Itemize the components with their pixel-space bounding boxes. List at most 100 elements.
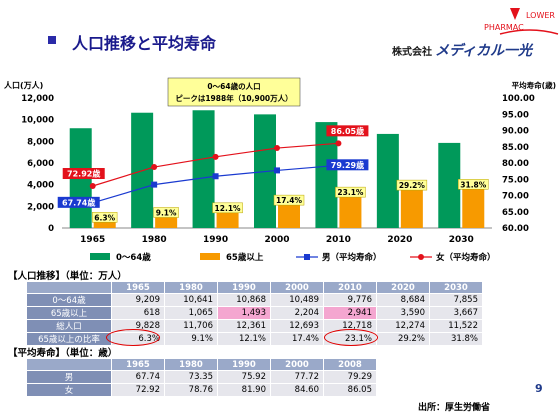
x-tick-label: 1965 bbox=[80, 235, 105, 245]
table-cell: 2,941 bbox=[323, 306, 377, 320]
table-cell: 8,684 bbox=[376, 293, 430, 307]
table-cell: 67.74 bbox=[111, 370, 165, 384]
y-tick-left: 2,000 bbox=[27, 202, 54, 212]
table-row: 0～64歳 9,209 10,641 10,868 10,489 9,776 8,684 7,… bbox=[26, 293, 483, 307]
table-cell: 9.1% bbox=[164, 332, 218, 346]
table-cell: 31.8% bbox=[429, 332, 483, 346]
page-title: 人口推移と平均寿命 bbox=[72, 34, 217, 53]
table-cell: 3,667 bbox=[429, 306, 483, 320]
table-header-cell: 2000 bbox=[270, 281, 324, 294]
table-row: 65歳以上 618 1,065 1,493 2,204 2,941 3,590 3,667 bbox=[26, 306, 483, 320]
table-row: 女 72.92 78.76 81.90 84.60 86.05 bbox=[26, 383, 377, 397]
pharmaflower-logo: PHARMAC LOWER bbox=[484, 8, 559, 35]
table-cell: 10,489 bbox=[270, 293, 324, 307]
page-number: 9 bbox=[535, 382, 543, 395]
table-header-cell: 1965 bbox=[111, 281, 165, 294]
table-header-cell: 1980 bbox=[164, 281, 218, 294]
bar-65-plus bbox=[462, 188, 485, 228]
bar-label-box bbox=[92, 212, 118, 223]
bar-data-label: 31.8% bbox=[460, 180, 487, 189]
x-tick-label: 1990 bbox=[203, 235, 228, 245]
callout-female-1965-box bbox=[62, 168, 105, 180]
bar-data-label: 17.4% bbox=[276, 196, 303, 205]
company-brand: 株式会社 メディカル一光 bbox=[392, 40, 532, 60]
bar-label-box bbox=[335, 186, 366, 198]
population-table-label: 【人口推移】（単位：万人） bbox=[8, 271, 127, 282]
table-cell: 29.2% bbox=[376, 332, 430, 346]
male-lifespan-point bbox=[212, 173, 219, 180]
bar-label-box bbox=[458, 179, 489, 190]
table-row: 男 67.74 73.35 75.92 77.72 79.29 bbox=[26, 370, 377, 384]
y-tick-right: 95.00 bbox=[502, 110, 529, 120]
x-tick-label: 2010 bbox=[326, 235, 351, 245]
female-lifespan-point bbox=[151, 164, 158, 171]
callout-male-2010-box bbox=[326, 159, 369, 171]
table-header-cell: 2010 bbox=[323, 281, 377, 294]
table-cell: 79.29 bbox=[323, 370, 377, 384]
bar-65-plus bbox=[216, 211, 239, 228]
life-table-label: 【平均寿命】（単位：歳） bbox=[8, 348, 118, 359]
table-cell: 12,693 bbox=[270, 319, 324, 333]
bar-data-label: 12.1% bbox=[215, 204, 242, 213]
y-tick-right: 75.00 bbox=[502, 175, 529, 185]
male-lifespan-point bbox=[151, 181, 158, 188]
table-cell: 1,493 bbox=[217, 306, 271, 320]
title-bullet-icon bbox=[48, 36, 56, 44]
table-corner bbox=[26, 358, 112, 371]
legend-swatch bbox=[200, 253, 220, 260]
table-cell: 7,855 bbox=[429, 293, 483, 307]
population-table: 1965 1980 1990 2000 2010 2020 2030 0～64歳 9,209 10… bbox=[26, 281, 483, 346]
population-lifespan-chart: 人口(万人) 平均寿命(歳) 0 2,000 4,000 6,000 8,000 10,000… bbox=[4, 77, 556, 263]
table-row-header: 65歳以上 bbox=[26, 306, 112, 320]
legend-swatch-marker bbox=[418, 254, 424, 260]
bar-label-box bbox=[273, 194, 305, 206]
x-tick-label: 1980 bbox=[142, 235, 167, 245]
y-tick-right: 65.00 bbox=[502, 208, 529, 218]
legend-swatch bbox=[90, 253, 110, 260]
table-header-cell: 2020 bbox=[376, 281, 430, 294]
y-tick-right: 60.00 bbox=[502, 224, 529, 234]
highlight-oval-2010 bbox=[324, 329, 378, 346]
bar-data-label: 23.1% bbox=[337, 188, 364, 197]
female-lifespan-point bbox=[274, 145, 280, 152]
y-tick-left: 0 bbox=[48, 224, 54, 234]
x-tick-label: 2000 bbox=[264, 235, 289, 245]
callout-female-2010: 86.05歳 bbox=[331, 126, 364, 136]
table-header-cell: 1990 bbox=[217, 358, 271, 371]
table-header-cell: 1990 bbox=[217, 281, 271, 294]
table-cell: 10,868 bbox=[217, 293, 271, 307]
male-lifespan-point bbox=[274, 167, 280, 174]
table-corner bbox=[26, 281, 112, 294]
callout-male-1965-box bbox=[57, 196, 100, 208]
table-row: 65歳以上の比率 6.3% 9.1% 12.1% 17.4% 23.1% 29.2% 31.8… bbox=[26, 332, 483, 346]
table-cell: 3,590 bbox=[376, 306, 430, 320]
life-expectancy-table: 1965 1980 1990 2000 2008 男 67.74 73.35 75.92 77.7… bbox=[26, 358, 377, 397]
bar-0-64 bbox=[192, 110, 215, 228]
table-header-cell: 2030 bbox=[429, 281, 483, 294]
callout-female-1965: 72.92歳 bbox=[67, 169, 100, 179]
bar-label-box bbox=[153, 207, 179, 218]
y-tick-right: 80.00 bbox=[502, 159, 529, 169]
flower-icon bbox=[510, 8, 520, 20]
bar-data-label: 9.1% bbox=[156, 208, 177, 217]
source-note: 出所：厚生労働省 bbox=[418, 403, 491, 413]
y-axis-left-title: 人口(万人) bbox=[4, 80, 43, 90]
y-tick-left: 10,000 bbox=[21, 116, 54, 126]
table-cell: 12,361 bbox=[217, 319, 271, 333]
table-cell: 73.35 bbox=[164, 370, 218, 384]
bar-0-64 bbox=[376, 133, 399, 228]
x-tick-label: 2030 bbox=[449, 235, 474, 245]
company-name: メディカル一光 bbox=[435, 43, 533, 59]
table-header-cell: 2000 bbox=[270, 358, 324, 371]
table-row-header: 0～64歳 bbox=[26, 293, 112, 307]
legend-swatch-marker bbox=[304, 254, 310, 260]
y-axis-right-title: 平均寿命(歳) bbox=[512, 80, 556, 90]
legend-label: 0～64歳 bbox=[116, 252, 151, 263]
callout-male-1965: 67.74歳 bbox=[62, 197, 95, 207]
table-cell: 9,776 bbox=[323, 293, 377, 307]
table-cell: 618 bbox=[111, 306, 165, 320]
y-tick-left: 8,000 bbox=[27, 137, 54, 147]
table-row-header: 男 bbox=[26, 370, 112, 384]
y-tick-right: 70.00 bbox=[502, 192, 529, 202]
y-tick-right: 85.00 bbox=[502, 143, 529, 153]
